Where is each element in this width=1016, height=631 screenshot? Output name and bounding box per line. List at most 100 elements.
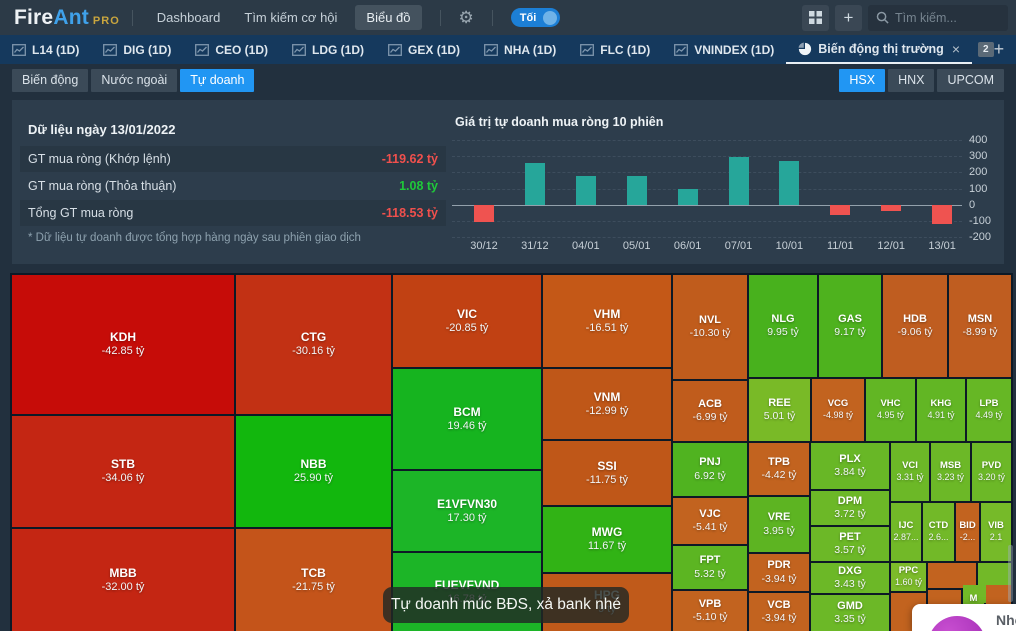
tab-ceo-1d[interactable]: CEO (1D)	[183, 35, 280, 64]
treemap-cell-gas[interactable]: GAS 9.17 tỷ	[819, 275, 881, 377]
cell-value: 3.72 tỷ	[834, 508, 866, 521]
cell-value: 4.49 tỷ	[975, 410, 1003, 421]
cell-ticker: MWG	[591, 525, 623, 540]
treemap-cell-tpb[interactable]: TPB -4.42 tỷ	[749, 443, 809, 495]
layout-grid-button[interactable]	[802, 4, 829, 31]
treemap-cell-vci[interactable]: VCI 3.31 tỷ	[891, 443, 929, 501]
treemap-cell-vre[interactable]: VRE 3.95 tỷ	[749, 497, 809, 552]
chart-bar	[677, 189, 698, 205]
treemap-cell-bcm[interactable]: BCM 19.46 tỷ	[393, 369, 541, 469]
notification-popup[interactable]: Nhó	[912, 604, 1016, 631]
tab-vnindex-1d[interactable]: VNINDEX (1D)	[662, 35, 786, 64]
cell-value: 3.20 tỷ	[977, 472, 1006, 483]
treemap-cell-e1vfvn30[interactable]: E1VFVN30 17.30 tỷ	[393, 471, 541, 551]
cell-value: 11.67 tỷ	[587, 540, 627, 553]
treemap-cell-vnm[interactable]: VNM -12.99 tỷ	[543, 369, 671, 439]
treemap-cell-tcb[interactable]: TCB -21.75 tỷ	[236, 529, 391, 631]
treemap-cell-vcg[interactable]: VCG -4.98 tỷ	[812, 379, 864, 441]
treemap-cell-ree[interactable]: REE 5.01 tỷ	[749, 379, 810, 441]
symbol-search[interactable]	[868, 4, 1008, 31]
tab-l14-1d[interactable]: L14 (1D)	[0, 35, 91, 64]
treemap-cell-dpm[interactable]: DPM 3.72 tỷ	[811, 491, 889, 525]
y-axis-tick: 200	[969, 166, 988, 179]
treemap-cell-acb[interactable]: ACB -6.99 tỷ	[673, 381, 747, 441]
treemap-cell-kdh[interactable]: KDH -42.85 tỷ	[12, 275, 234, 414]
treemap-cell-nvl[interactable]: NVL -10.30 tỷ	[673, 275, 747, 379]
treemap-cell-gmd[interactable]: GMD 3.35 tỷ	[811, 595, 889, 631]
treemap-cell-ppc[interactable]: PPC 1.60 tỷ	[891, 563, 926, 591]
x-axis-label: 05/01	[622, 240, 651, 252]
gear-icon[interactable]: ⚙	[458, 7, 474, 27]
treemap-cell-msn[interactable]: MSN -8.99 tỷ	[949, 275, 1011, 377]
treemap-cell-vjc[interactable]: VJC -5.41 tỷ	[673, 498, 747, 544]
treemap-cell-vhm[interactable]: VHM -16.51 tỷ	[543, 275, 671, 367]
cell-value: 2.1	[989, 532, 1003, 543]
treemap-cell-vcb[interactable]: VCB -3.94 tỷ	[749, 593, 809, 631]
exchange-upcom[interactable]: UPCOM	[937, 68, 1004, 92]
cell-ticker: TCB	[301, 565, 326, 580]
treemap-cell-ijc[interactable]: IJC 2.87...	[891, 503, 921, 561]
cell-ticker: VIC	[456, 306, 477, 321]
cell-value: -3.94 tỷ	[761, 572, 797, 585]
treemap-cell-nlg[interactable]: NLG 9.95 tỷ	[749, 275, 817, 377]
treemap-cell-vhc[interactable]: VHC 4.95 tỷ	[866, 379, 915, 441]
treemap-cell-vic[interactable]: VIC -20.85 tỷ	[393, 275, 541, 367]
treemap-cell-vib[interactable]: VIB 2.1	[981, 503, 1011, 561]
treemap-cell-fpt[interactable]: FPT 5.32 tỷ	[673, 546, 747, 589]
tab-gex-1d[interactable]: GEX (1D)	[376, 35, 472, 64]
exchange-hsx[interactable]: HSX	[839, 68, 886, 92]
filter-foreign[interactable]: Nước ngoài	[91, 68, 178, 92]
chart-gridline	[452, 237, 962, 238]
menu-dashboard[interactable]: Dashboard	[156, 10, 221, 25]
treemap-cell-ctd[interactable]: CTD 2.6...	[923, 503, 954, 561]
net-buy-bar-chart: 400 300 200 100 0 -100 -200 30/12 31/12 04/01 05/0…	[12, 100, 1004, 264]
chart-gridline	[452, 220, 962, 222]
treemap-cell[interactable]	[986, 585, 1011, 605]
treemap-cell-pet[interactable]: PET 3.57 tỷ	[811, 527, 889, 561]
treemap-cell-dxg[interactable]: DXG 3.43 tỷ	[811, 563, 889, 593]
search-input[interactable]	[895, 10, 1000, 25]
dark-theme-toggle[interactable]: Tối	[510, 8, 561, 27]
treemap-cell-pvd[interactable]: PVD 3.20 tỷ	[972, 443, 1011, 501]
chart-gridline	[452, 188, 962, 190]
exchange-hnx[interactable]: HNX	[888, 68, 935, 92]
treemap-cell-lpb[interactable]: LPB 4.49 tỷ	[967, 379, 1011, 441]
treemap-cell-khg[interactable]: KHG 4.91 tỷ	[917, 379, 965, 441]
treemap-cell[interactable]	[928, 563, 976, 588]
pie-chart-icon	[798, 42, 812, 55]
proprietary-summary-panel: Dữ liệu ngày 13/01/2022 GT mua ròng (Khớ…	[12, 100, 1004, 264]
treemap-cell-mwg[interactable]: MWG 11.67 tỷ	[543, 507, 671, 572]
tab-dig-1d[interactable]: DIG (1D)	[91, 35, 183, 64]
tab-ldg-1d[interactable]: LDG (1D)	[280, 35, 376, 64]
treemap-cell-vpb[interactable]: VPB -5.10 tỷ	[673, 591, 747, 631]
treemap-cell-stb[interactable]: STB -34.06 tỷ	[12, 416, 234, 527]
tab-market-movement[interactable]: Biến động thị trường ×	[786, 35, 973, 64]
cell-value: -5.41 tỷ	[692, 521, 728, 534]
cell-ticker: REE	[768, 396, 791, 409]
data-footnote: * Dữ liệu tự doanh được tổng hợp hàng ng…	[28, 232, 361, 244]
filter-variation[interactable]: Biến động	[12, 68, 89, 92]
treemap-cell-hdb[interactable]: HDB -9.06 tỷ	[883, 275, 947, 377]
cell-ticker: VHM	[593, 306, 621, 321]
menu-opportunity-search[interactable]: Tìm kiếm cơ hội	[244, 10, 338, 25]
treemap-cell-bid[interactable]: BID -2...	[956, 503, 979, 561]
new-tab-button[interactable]: +	[993, 39, 1005, 59]
filter-proprietary[interactable]: Tự doanh	[180, 68, 255, 92]
chart-icon	[388, 43, 402, 56]
treemap-cell-plx[interactable]: PLX 3.84 tỷ	[811, 443, 889, 489]
treemap-cell-ssi[interactable]: SSI -11.75 tỷ	[543, 441, 671, 505]
menu-charts[interactable]: Biểu đồ	[355, 5, 422, 30]
close-icon[interactable]: ×	[951, 40, 961, 57]
treemap-cell-pnj[interactable]: PNJ 6.92 tỷ	[673, 443, 747, 496]
scrollbar-thumb[interactable]	[1008, 545, 1013, 602]
add-layout-button[interactable]: +	[835, 4, 862, 31]
treemap-cell-mbb[interactable]: MBB -32.00 tỷ	[12, 529, 234, 631]
cell-value: 4.95 tỷ	[876, 410, 905, 421]
treemap-cell-ctg[interactable]: CTG -30.16 tỷ	[236, 275, 391, 414]
cell-ticker: VJC	[699, 507, 721, 520]
tab-nha-1d[interactable]: NHA (1D)	[472, 35, 568, 64]
treemap-cell-msb[interactable]: MSB 3.23 tỷ	[931, 443, 970, 501]
treemap-cell-nbb[interactable]: NBB 25.90 tỷ	[236, 416, 391, 527]
treemap-cell-pdr[interactable]: PDR -3.94 tỷ	[749, 554, 809, 591]
tab-flc-1d[interactable]: FLC (1D)	[568, 35, 662, 64]
